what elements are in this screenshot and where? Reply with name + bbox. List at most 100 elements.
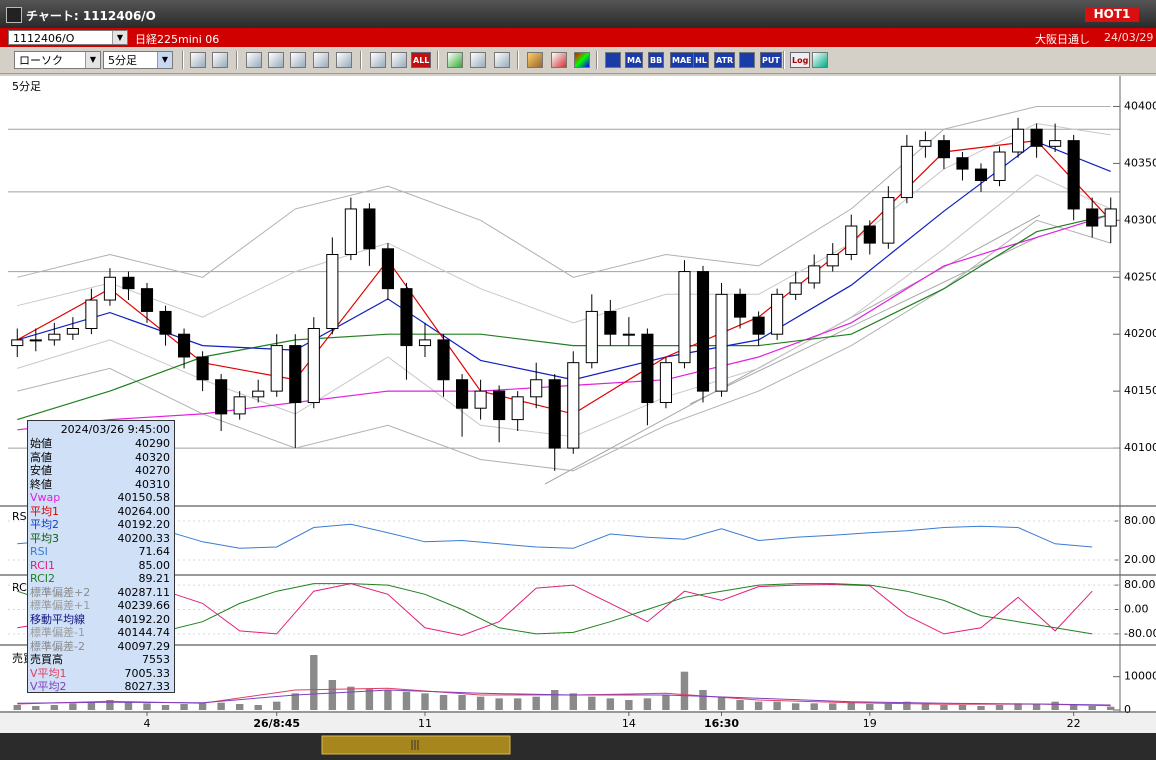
- tool-button[interactable]: [246, 52, 262, 68]
- scrollbar[interactable]: [0, 733, 1156, 760]
- info-value: 40192.20: [117, 612, 171, 626]
- volume-bar: [1088, 706, 1096, 710]
- dropdown-arrow[interactable]: ▼: [85, 52, 100, 68]
- candle-body: [993, 151, 1006, 181]
- info-value: 40320: [135, 450, 170, 464]
- candle-body: [493, 390, 506, 421]
- dropdown-arrow[interactable]: ▼: [112, 31, 127, 44]
- toolbar-button[interactable]: MAE: [670, 52, 694, 68]
- tool-button[interactable]: [268, 52, 284, 68]
- interval-select[interactable]: 5分足 ▼: [103, 51, 173, 69]
- info-label: 標準偏差+2: [30, 585, 91, 599]
- volume-bar: [402, 691, 411, 710]
- tool-button[interactable]: [494, 52, 510, 68]
- info-value: 40290: [135, 437, 170, 450]
- symbol: 1112406/O: [13, 32, 75, 45]
- candle-body: [530, 379, 543, 398]
- info-label: 始値: [30, 437, 52, 450]
- volume-bar: [977, 706, 985, 710]
- tool-button[interactable]: [447, 52, 463, 68]
- info-row: 標準偏差+1 40239.66: [30, 599, 170, 612]
- volume-bar: [773, 701, 781, 710]
- candle-body: [548, 379, 561, 449]
- y-tick-label: -80.00: [1124, 627, 1156, 640]
- tool-button[interactable]: [551, 52, 567, 68]
- volume-bar: [606, 698, 615, 710]
- volume-bar: [958, 705, 967, 710]
- toolbar-button[interactable]: BB: [648, 52, 665, 68]
- trend-line: [689, 235, 1041, 405]
- info-value: 71.64: [138, 545, 171, 558]
- info-value: 40150.58: [117, 491, 171, 504]
- pane-title: RSI: [12, 510, 30, 523]
- tool-button[interactable]: [574, 52, 590, 68]
- candle-body: [326, 253, 339, 330]
- candle-body: [66, 328, 79, 335]
- tool-button[interactable]: [527, 52, 543, 68]
- toolbar-button[interactable]: PUT: [760, 52, 782, 68]
- tool-button[interactable]: [212, 52, 228, 68]
- candle-body: [344, 208, 357, 255]
- info-row: 売買高 7553: [30, 653, 170, 666]
- toolbar-button[interactable]: HL: [693, 52, 709, 68]
- tool-button[interactable]: [290, 52, 306, 68]
- volume-bar: [569, 693, 577, 710]
- info-label: 移動平均線: [30, 612, 85, 626]
- info-row: 平均2 40192.20: [30, 518, 170, 531]
- info-label: 終値: [30, 477, 52, 491]
- candle-body: [456, 379, 469, 409]
- candle-body: [1067, 140, 1080, 210]
- line-series: [17, 106, 1111, 278]
- volume-bar: [1032, 704, 1041, 710]
- toolbar-button[interactable]: MA: [625, 52, 644, 68]
- info-row: 終値 40310: [30, 478, 170, 491]
- title-bar: チャート: 1112406/O HOT1: [0, 0, 1156, 28]
- y-tick-label: 80.00: [1124, 578, 1156, 591]
- volume-bar: [1014, 703, 1022, 710]
- volume-bar: [273, 701, 281, 710]
- toolbar-button[interactable]: ATR: [714, 52, 736, 68]
- info-value: 40270: [135, 464, 170, 477]
- info-label: 標準偏差-1: [30, 626, 85, 639]
- toolbar-button[interactable]: Log: [790, 52, 811, 68]
- info-label: RSI: [30, 545, 48, 558]
- tool-button[interactable]: [605, 52, 621, 68]
- candle-body: [307, 328, 320, 404]
- volume-bar: [180, 704, 188, 710]
- scroll-thumb[interactable]: [321, 735, 511, 755]
- separator: [437, 51, 439, 69]
- zoom-button[interactable]: [190, 52, 206, 68]
- dropdown-arrow[interactable]: ▼: [157, 52, 172, 68]
- candle-body: [215, 379, 228, 415]
- candle-body: [1104, 208, 1117, 227]
- toolbar: ローソク ▼ 5分足 ▼ ALL MA BB MAE HL ATR PUT Log: [0, 47, 1156, 74]
- interval: 5分足: [108, 54, 137, 67]
- volume-bar: [643, 698, 652, 710]
- symbol-select[interactable]: 1112406/O ▼: [8, 30, 128, 45]
- y-tick-label: 10000: [1124, 670, 1156, 683]
- hot-badge[interactable]: HOT1: [1085, 7, 1139, 22]
- info-row: 標準偏差+2 40287.11: [30, 586, 170, 599]
- info-value: 89.21: [138, 572, 171, 585]
- info-row: 標準偏差-1 40144.74: [30, 626, 170, 639]
- volume-bar: [791, 703, 800, 710]
- tool-button[interactable]: [739, 52, 755, 68]
- toolbar-button[interactable]: ALL: [411, 52, 432, 68]
- tool-button[interactable]: [313, 52, 329, 68]
- instrument-name: 日経225mini 06: [135, 33, 220, 46]
- tool-button[interactable]: [336, 52, 352, 68]
- line-series: [17, 122, 1111, 324]
- candle-body: [11, 339, 24, 347]
- candle-body: [1012, 128, 1025, 153]
- y-tick-label: 40250: [1124, 270, 1156, 283]
- x-tick-label: 22: [1067, 717, 1081, 730]
- candle-body: [233, 396, 246, 415]
- tool-button[interactable]: [812, 52, 828, 68]
- tool-button[interactable]: [391, 52, 407, 68]
- volume-bar: [662, 695, 670, 710]
- candle-body: [882, 197, 895, 244]
- tool-button[interactable]: [470, 52, 486, 68]
- x-tick-label: 19: [863, 717, 877, 730]
- chart-style-select[interactable]: ローソク ▼: [14, 51, 101, 69]
- tool-button[interactable]: [370, 52, 386, 68]
